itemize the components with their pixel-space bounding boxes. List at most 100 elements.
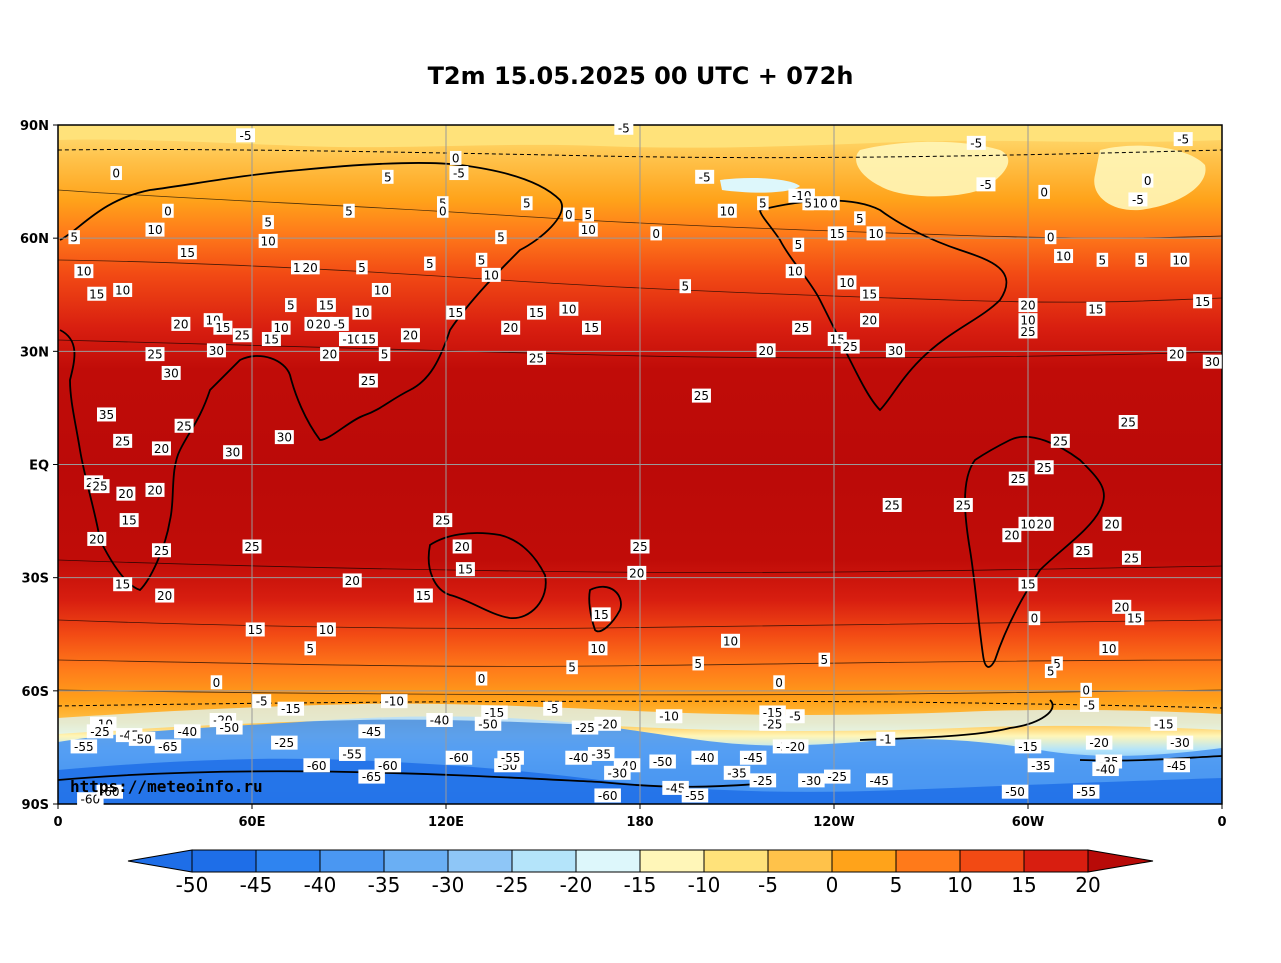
contour-label-bg <box>216 720 243 735</box>
contour-label: -5 <box>976 177 996 192</box>
contour-label-text: 5 <box>1099 253 1107 267</box>
contour-label: -15 <box>277 701 305 716</box>
contour-label: 15 <box>316 298 336 313</box>
contour-label-text: -60 <box>307 759 327 773</box>
contour-label-text: -55 <box>685 789 705 803</box>
contour-label: -30 <box>798 773 825 788</box>
contour-label-bg <box>1018 324 1038 339</box>
contour-label-text: 20 <box>303 261 318 275</box>
contour-label-text: -5 <box>1083 698 1095 712</box>
contour-label-text: 20 <box>315 317 330 331</box>
contour-label: 5 <box>262 215 274 230</box>
credit-text[interactable]: https://meteoinfo.ru <box>70 777 263 796</box>
contour-label-text: 5 <box>358 261 366 275</box>
contour-label-text: 20 <box>1020 299 1035 313</box>
contour-label-text: 25 <box>92 480 107 494</box>
contour-label: -55 <box>1072 784 1100 799</box>
contour-label-text: 20 <box>455 540 470 554</box>
contour-label-bg <box>876 731 896 746</box>
contour-label-bg <box>692 656 704 671</box>
contour-label-bg <box>1001 784 1029 799</box>
contour-label: 10 <box>721 633 741 648</box>
contour-label: 0 <box>304 316 316 331</box>
contour-label-text: 25 <box>154 544 169 558</box>
contour-label-bg <box>614 120 634 135</box>
contour-label-text: 5 <box>306 642 314 656</box>
contour-label-text: -50 <box>653 755 673 769</box>
contour-label-text: 0 <box>1040 185 1048 199</box>
contour-label: 0 <box>110 166 122 181</box>
contour-label-bg <box>245 622 265 637</box>
contour-label-bg <box>1193 294 1213 309</box>
contour-label-bg <box>113 282 133 297</box>
contour-label-bg <box>953 497 973 512</box>
contour-label: -5 <box>252 694 272 709</box>
contour-label: 20 <box>151 441 171 456</box>
contour-label-bg <box>206 343 226 358</box>
contour-label: 15 <box>527 305 547 320</box>
contour-label-bg <box>424 256 436 271</box>
contour-label-bg <box>828 196 840 211</box>
contour-label: -25 <box>823 769 851 784</box>
contour-label-bg <box>313 316 333 331</box>
contour-label: -50 <box>474 716 502 731</box>
contour-label-text: -50 <box>220 721 240 735</box>
contour-label: 15 <box>446 305 466 320</box>
contour-label-bg <box>1018 577 1038 592</box>
contour-label-text: -25 <box>763 717 783 731</box>
contour-label-bg <box>866 773 893 788</box>
contour-label: 5 <box>1135 252 1147 267</box>
contour-label-text: 0 <box>112 167 120 181</box>
contour-label-text: 25 <box>843 340 858 354</box>
contour-label: 0 <box>162 203 174 218</box>
contour-label: -40 <box>691 750 718 765</box>
contour-label-text: 5 <box>1053 657 1061 671</box>
colorbar-swatch <box>639 849 705 873</box>
contour-label: -45 <box>1163 758 1190 773</box>
contour-label: 10 <box>316 622 336 637</box>
contour-label-bg <box>316 298 336 313</box>
contour-label: 5 <box>356 260 368 275</box>
coastlines <box>58 162 1222 788</box>
contour-label-text: 10 <box>839 276 854 290</box>
contour-label-bg <box>87 286 107 301</box>
contour-label: 5 <box>378 347 391 362</box>
contour-label: -50 <box>216 720 243 735</box>
contour-label-text: -20 <box>1089 736 1109 750</box>
contour-label-bg <box>113 433 133 448</box>
contour-label-bg <box>271 320 291 335</box>
contour-label-bg <box>232 328 252 343</box>
contour-label: 15 <box>1125 611 1145 626</box>
contour-label: 20 <box>756 343 776 358</box>
colorbar-swatch <box>831 849 897 873</box>
contour-label-bg <box>481 267 501 282</box>
contour-label-bg <box>304 641 316 656</box>
contour-label-text: -15 <box>485 706 505 720</box>
contour-label-text: -5 <box>618 121 630 135</box>
contour-label-bg <box>171 316 191 331</box>
contour-label: -40 <box>426 713 453 728</box>
contour-label: 20 <box>313 316 333 331</box>
lat-tick-label: 60N <box>20 232 49 247</box>
contour-label: -45 <box>866 773 893 788</box>
contour-label-bg <box>773 675 785 690</box>
contour-label-bg <box>527 350 547 365</box>
contour-label-bg <box>261 332 281 347</box>
colorbar-label: -45 <box>240 873 273 897</box>
contour-label: 0 <box>1038 184 1050 199</box>
arctic-ice-patch <box>720 178 800 193</box>
contour-label-text: 5 <box>1137 253 1145 267</box>
contour-label-bg <box>433 513 453 528</box>
contour-label: 10 <box>559 301 579 316</box>
contour-label: 5 <box>1044 663 1057 678</box>
contour-label-text: 0 <box>830 197 838 211</box>
contour-label-text: -1 <box>880 732 892 746</box>
contour-label: 15 <box>119 513 139 528</box>
contour-label-text: -30 <box>1170 736 1190 750</box>
contour-label: -25 <box>271 735 298 750</box>
colorbar-label: -20 <box>560 873 593 897</box>
contour-label-bg <box>213 320 233 335</box>
contour-label: 20 <box>1034 516 1054 531</box>
contour-label-bg <box>338 746 366 761</box>
contour-label: -5 <box>543 701 563 716</box>
